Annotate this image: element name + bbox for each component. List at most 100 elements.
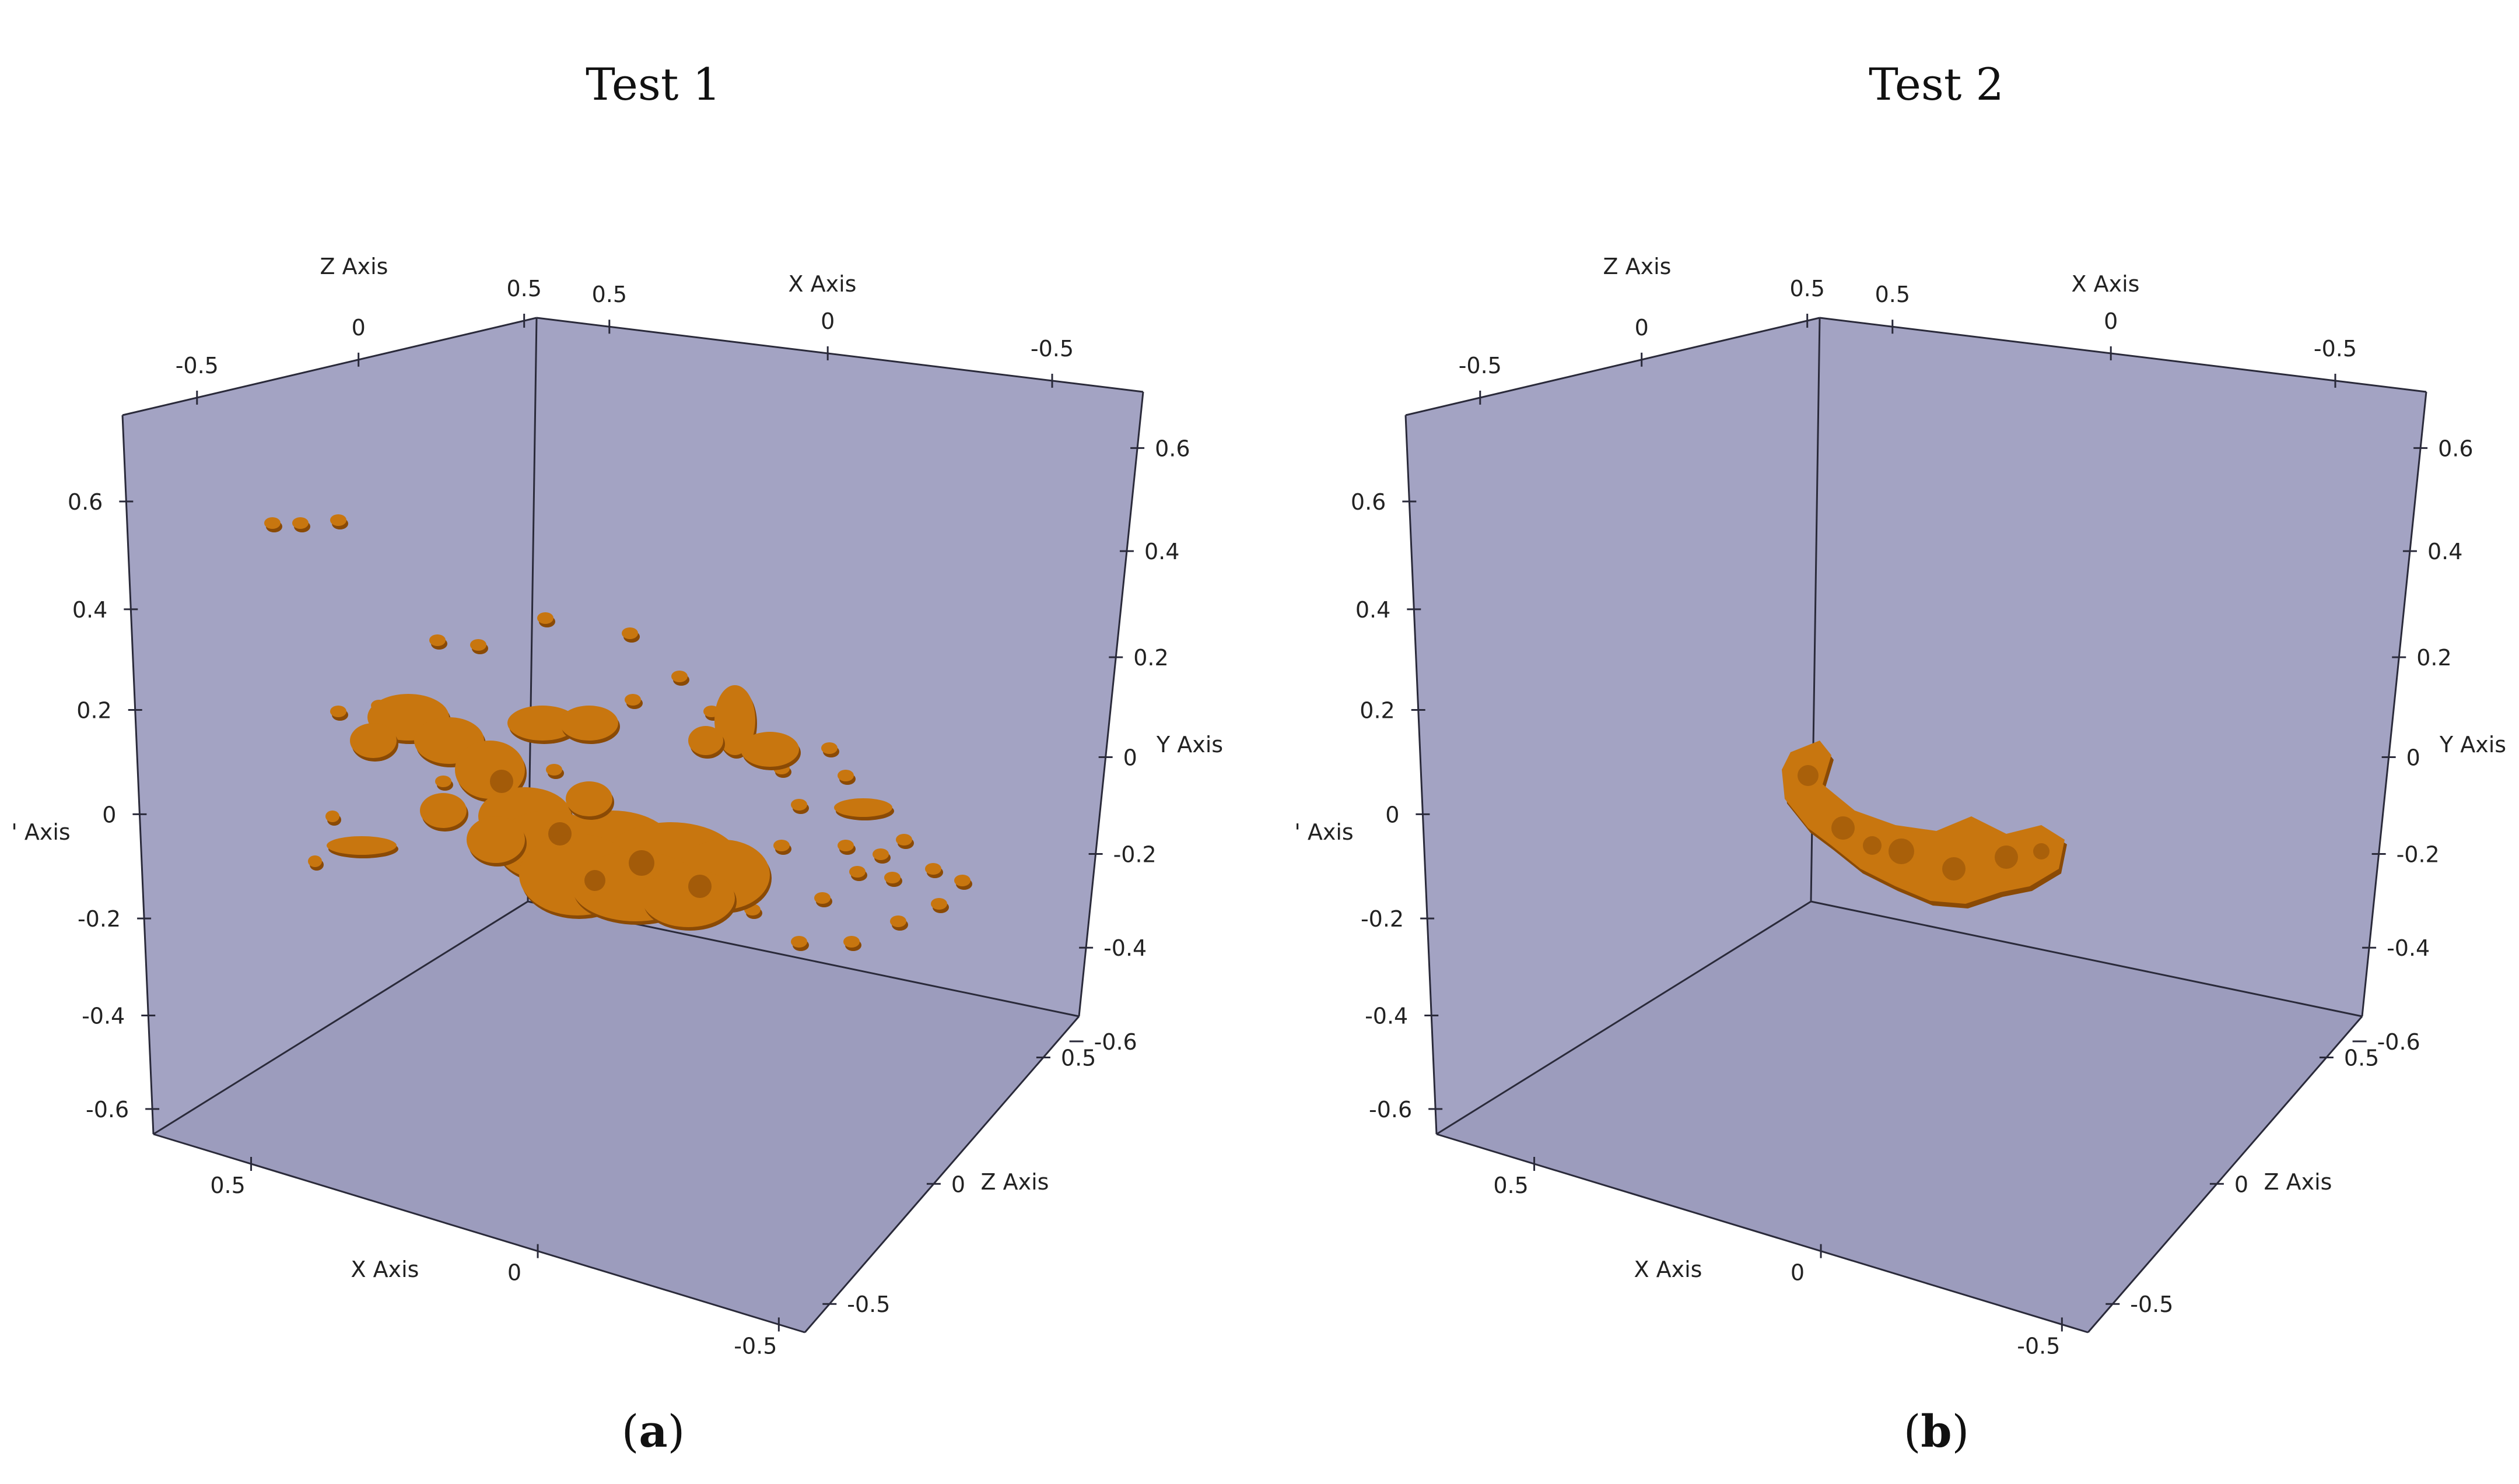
x-tick-label-top: 0.5: [592, 282, 627, 307]
structure-fragment: [429, 634, 446, 646]
x-tick-label-bottom: 0: [507, 1260, 521, 1286]
y-tick-label-left: 0: [1385, 802, 1399, 827]
y-axis-title-left: ' Axis: [1294, 819, 1353, 845]
z-tick-label-top: 0: [352, 315, 366, 341]
structure-fragment: [925, 863, 941, 875]
box-edge: [1819, 317, 2427, 393]
plot-3d-test1: 0.6 0.4 0.2 0 -0.2 -0.4 -0.6 ' Axis 0.6 0.4 0.2 0 -0…: [11, 254, 1223, 1359]
panel-caption: (b): [1903, 1405, 1970, 1457]
structure-cluster: [714, 685, 755, 755]
box-edge: [121, 415, 155, 1135]
structure-fragment: [546, 764, 562, 776]
y-tick-label-right: 0.2: [1133, 645, 1168, 671]
plot-3d-test2: 0.6 0.4 0.2 0 -0.2 -0.4 -0.6 ' Axis 0.6 0.4 0.2 0 -0…: [1294, 254, 2506, 1359]
z-tick-label-right: 0.5: [1061, 1045, 1096, 1071]
box-edge: [536, 317, 1144, 393]
x-tick-label-top: 0: [2104, 308, 2118, 334]
structure-cluster: [688, 726, 723, 755]
structure-cluster: [350, 723, 397, 758]
z-tick-label-top: 0.5: [1789, 276, 1824, 301]
x-tick-label-bottom: 0.5: [1493, 1173, 1528, 1198]
y-tick-label-right: -0.6: [2377, 1029, 2420, 1055]
structure-fragment: [537, 612, 553, 624]
box-edge: [122, 317, 537, 416]
z-tick-label-right: 0: [951, 1171, 965, 1197]
y-tick-label-right: -0.2: [1113, 842, 1157, 868]
box-edge: [2361, 391, 2427, 1017]
panel-a: Test 1 0.6 0.4 0.2 0 -0.2 -0.4 -0.6 ' Axis 0.6 0.…: [11, 58, 1223, 1457]
x-axis-title-top: X Axis: [789, 271, 857, 297]
structure-fragment: [308, 855, 322, 867]
y-tick-label-right: 0: [1123, 745, 1137, 771]
structure-shade: [1995, 846, 2018, 869]
structure-shade: [2033, 843, 2049, 859]
structure-fragment: [838, 770, 854, 781]
structure-fragment: [884, 872, 901, 883]
structure-cluster: [834, 798, 892, 817]
structure-fragment: [890, 915, 906, 927]
z-tick-label-top: -0.5: [176, 353, 219, 378]
z-axis-title-top: Z Axis: [1603, 254, 1672, 279]
box-edge: [1436, 900, 1812, 1135]
structure-shade: [688, 875, 712, 898]
y-tick-label-right: -0.6: [1094, 1029, 1137, 1055]
y-tick-label-left: 0.6: [1351, 489, 1386, 515]
y-tick-label-right: 0.2: [2416, 645, 2451, 671]
box-edge: [1405, 317, 1820, 416]
y-axis-title-right: Y Axis: [1156, 732, 1223, 757]
structure-cluster: [420, 793, 467, 828]
floor-face: [153, 901, 1079, 1332]
y-tick-label-right: 0.4: [1144, 539, 1179, 564]
box-edge: [1810, 900, 2363, 1018]
y-tick-label-left: 0.4: [72, 597, 107, 623]
y-axis-title-right: Y Axis: [2439, 732, 2506, 757]
y-tick-label-left: 0.4: [1355, 597, 1390, 623]
panel-title: Test 2: [1869, 58, 2004, 110]
structure-cluster: [741, 732, 799, 767]
box-edge: [804, 1016, 1080, 1333]
floor-face: [1437, 901, 2362, 1332]
z-tick-label-right: 0: [2234, 1171, 2248, 1197]
x-tick-label-bottom: -0.5: [2017, 1333, 2060, 1359]
back-left-face: [1406, 318, 1820, 1134]
box-edge: [153, 900, 528, 1135]
structure-fragment: [843, 936, 860, 948]
z-tick-label-top: 0: [1635, 315, 1649, 341]
y-tick-label-right: 0.6: [1155, 436, 1190, 461]
box-edge: [1404, 415, 1438, 1135]
x-tick-label-top: -0.5: [1031, 336, 1074, 362]
structure-fragment: [791, 799, 807, 811]
y-tick-label-right: 0.6: [2438, 436, 2473, 461]
structure-cluster: [566, 781, 612, 816]
structure-shade: [584, 870, 605, 891]
box-edge: [1436, 1133, 2089, 1334]
x-tick-label-top: 0: [821, 308, 835, 334]
y-tick-label-right: 0.4: [2427, 539, 2462, 564]
y-axis-title-left: ' Axis: [11, 819, 70, 845]
structure-fragment: [470, 639, 486, 651]
structure-fragment: [954, 875, 971, 886]
y-tick-label-right: 0: [2406, 745, 2420, 771]
z-tick-label-right: -0.5: [2130, 1292, 2173, 1317]
z-axis-title-top: Z Axis: [320, 254, 388, 279]
back-left-face: [122, 318, 537, 1134]
box-edge: [2087, 1016, 2363, 1333]
z-axis-title-right: Z Axis: [2264, 1169, 2332, 1195]
structure-fragment: [931, 898, 947, 910]
z-tick-label-right: -0.5: [847, 1292, 890, 1317]
structure-fragment: [292, 517, 309, 529]
structure-fragment: [435, 776, 451, 787]
structure-shade: [1798, 765, 1819, 786]
y-tick-label-left: -0.6: [1369, 1097, 1412, 1122]
structure-shade: [629, 850, 654, 876]
back-right-face: [1811, 318, 2426, 1016]
panel-letter: b: [1921, 1405, 1952, 1457]
structure-fragment: [773, 840, 790, 851]
y-tick-label-left: 0.2: [76, 698, 111, 724]
z-tick-label-top: -0.5: [1459, 353, 1502, 378]
structure-shade: [548, 822, 572, 846]
x-tick-label-bottom: 0: [1791, 1260, 1805, 1286]
y-tick-label-right: -0.4: [1103, 935, 1147, 961]
x-tick-label-top: -0.5: [2314, 336, 2357, 362]
structure-fragment: [330, 706, 346, 717]
